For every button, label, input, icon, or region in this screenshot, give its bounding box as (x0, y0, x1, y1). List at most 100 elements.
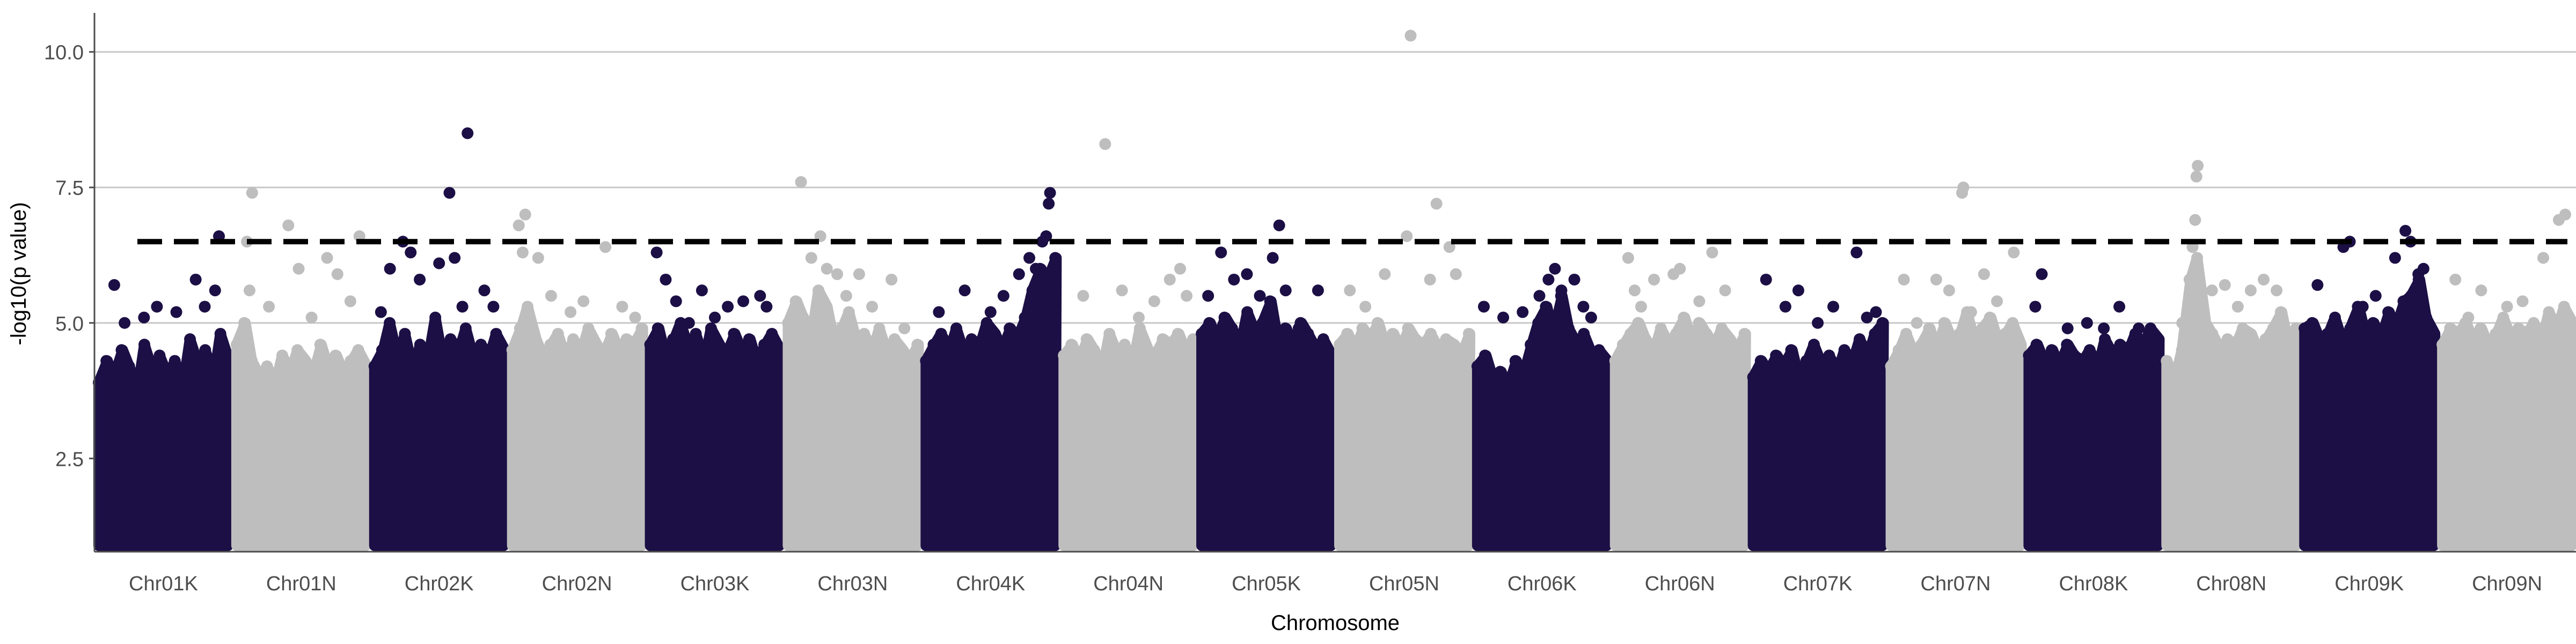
point-edge (2428, 327, 2440, 340)
point-edge (459, 322, 472, 334)
point-edge (1233, 339, 1246, 351)
point-edge (1271, 333, 1284, 346)
point-edge (1309, 344, 1322, 356)
point-edge (291, 344, 304, 356)
x-tick-label: Chr02N (542, 573, 612, 595)
point-peak (840, 290, 852, 302)
point-edge (1968, 339, 1981, 351)
point-peak (2516, 295, 2529, 308)
point-edge (713, 339, 725, 351)
point-edge (406, 365, 419, 378)
point-edge (1762, 365, 1775, 378)
point-edge (376, 344, 388, 356)
point-peak (2189, 214, 2201, 226)
point-edge (1479, 349, 1491, 362)
point-peak (2192, 159, 2204, 172)
point-edge (2076, 355, 2088, 367)
point-edge (1892, 344, 1905, 356)
point-peak (449, 252, 461, 264)
point-edge (873, 322, 885, 334)
point-edge (843, 306, 855, 318)
point-edge (996, 344, 1008, 356)
point-peak (760, 301, 773, 313)
point-peak (2113, 301, 2126, 313)
point-peak (1181, 290, 1193, 302)
point-peak (722, 301, 734, 313)
point-edge (1885, 360, 1897, 372)
point-edge (138, 339, 151, 351)
point-peak (805, 252, 817, 264)
point-peak (1241, 268, 1253, 280)
point-edge (1655, 322, 1667, 334)
point-edge (2168, 371, 2180, 383)
point-edge (475, 339, 487, 351)
point-edge (1517, 371, 1529, 383)
point-edge (1823, 349, 1835, 362)
point-edge (1019, 311, 1031, 324)
point-edge (1509, 355, 1521, 367)
x-tick-label: Chr04K (956, 573, 1025, 595)
point-edge (130, 382, 143, 394)
point-edge (115, 344, 128, 356)
point-edge (973, 339, 985, 351)
point-peak (1312, 284, 1324, 297)
point-peak (1693, 295, 1706, 308)
point-peak (1023, 252, 1036, 264)
point-edge (613, 344, 625, 356)
point-edge (1869, 327, 1881, 340)
point-edge (482, 349, 495, 362)
point-peak (670, 295, 682, 308)
point-peak (1254, 290, 1266, 302)
point-edge (537, 349, 549, 362)
point-edge (1532, 317, 1545, 329)
point-edge (1800, 355, 1812, 367)
point-edge (1923, 322, 1935, 334)
point-edge (230, 339, 243, 351)
point-edge (1502, 382, 1514, 394)
x-tick-label: Chr09K (2334, 573, 2404, 595)
x-tick-label: Chr02K (405, 573, 474, 595)
point-edge (605, 327, 617, 340)
point-edge (1861, 349, 1874, 362)
point-peak (2231, 301, 2244, 313)
point-peak (263, 301, 275, 313)
point-peak (2258, 273, 2270, 286)
point-edge (728, 327, 740, 340)
point-edge (108, 371, 120, 383)
point-edge (1394, 344, 1407, 356)
point-edge (1026, 284, 1038, 297)
point-edge (2091, 360, 2103, 372)
point-edge (1371, 317, 1384, 329)
chromosome-Chr05K (1196, 219, 1338, 551)
point-peak (2133, 322, 2145, 334)
point-edge (2520, 327, 2532, 340)
point-peak (2537, 252, 2550, 264)
point-edge (161, 371, 173, 383)
point-edge (2214, 344, 2226, 356)
chromosome-Chr03K (644, 246, 786, 551)
point-peak (795, 176, 807, 188)
point-edge (1011, 333, 1023, 346)
point-peak (1517, 306, 1529, 318)
chromosome-Chr02K (368, 127, 510, 551)
point-edge (1226, 322, 1238, 334)
point-edge (1494, 365, 1506, 378)
point-edge (360, 360, 372, 372)
point-peak (958, 284, 971, 297)
point-edge (176, 376, 188, 389)
point-edge (506, 344, 518, 356)
point-peak (545, 290, 557, 302)
point-edge (2497, 311, 2509, 324)
point-edge (2490, 327, 2502, 340)
x-tick-label: Chr09N (2472, 573, 2542, 595)
y-tick-labels: 2.5 5.0 7.5 10.0 (44, 42, 94, 471)
chromosome-Chr09N (2436, 208, 2576, 551)
point-edge (2550, 322, 2563, 334)
point-edge (2136, 339, 2149, 351)
x-tick-label: Chr03N (817, 573, 888, 595)
point-edge (2106, 349, 2119, 362)
chromosome-Chr05N (1334, 30, 1476, 551)
y-tick-label: 10.0 (44, 42, 84, 64)
point-edge (858, 327, 870, 340)
point-edge (1379, 339, 1392, 351)
